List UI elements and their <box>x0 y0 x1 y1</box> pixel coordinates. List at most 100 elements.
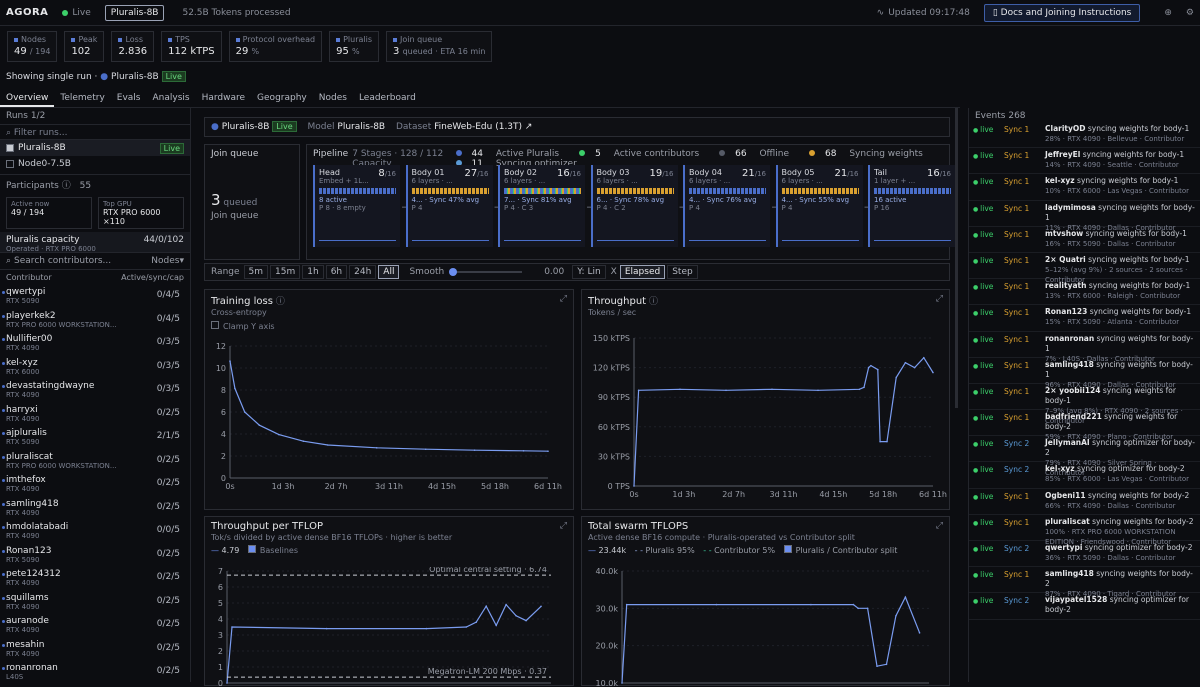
expand-icon[interactable]: ⤢ <box>935 294 943 304</box>
event-row[interactable]: live Sync 2 vijaypatel1528 syncing optimiz… <box>969 593 1200 620</box>
stage-card[interactable]: Body 05 21/16 6 layers · ... 4... · Sync 55… <box>775 165 872 247</box>
run-checkbox[interactable] <box>6 160 14 168</box>
stage-card[interactable]: Body 01 27/16 6 layers · ... 4... · Sync 47… <box>405 165 502 247</box>
contributor-row[interactable]: devastatingdwayne RTX 4090 0/3/5 <box>0 379 190 403</box>
contributor-row[interactable]: ajpluralis RTX 5090 2/1/5 <box>0 426 190 450</box>
event-row[interactable]: live Sync 1 2× yoobii124 syncing weights f… <box>969 384 1200 425</box>
contributor-row[interactable]: playerkek2 RTX PRO 6000 WORKSTATION... 0/4… <box>0 309 190 333</box>
event-row[interactable]: live Sync 1 samling418 syncing weights for… <box>969 358 1200 389</box>
event-row[interactable]: live Sync 1 kel-xyz syncing weights for bo… <box>969 174 1200 201</box>
nodes-select[interactable]: Nodes <box>151 256 180 266</box>
contributor-name: squillams <box>6 592 49 603</box>
run-dot-icon: ● <box>100 72 109 82</box>
tab-leaderboard[interactable]: Leaderboard <box>358 93 416 103</box>
range-15m[interactable]: 15m <box>270 265 301 279</box>
event-row[interactable]: live Sync 1 ladymimosa syncing weights for… <box>969 201 1200 232</box>
stage-card[interactable]: Body 04 21/16 6 layers · ... 4... · Sync 76… <box>683 165 779 247</box>
run-checkbox[interactable] <box>6 144 14 152</box>
docs-button[interactable]: ▯ Docs and Joining Instructions <box>983 3 1141 22</box>
event-row[interactable]: live Sync 1 pluraliscat syncing weights fo… <box>969 515 1200 546</box>
stage-count: 16/16 <box>927 168 951 179</box>
range-1h[interactable]: 1h <box>302 265 324 279</box>
loss-chart[interactable]: 0 2 4 6 8 10 12 0s 1d 3h 2d 7h 3d 11h 4d 15h 5d 18h 6… <box>205 338 573 508</box>
event-row[interactable]: live Sync 2 JellymanAI syncing optimizer f… <box>969 436 1200 477</box>
contributor-row[interactable]: imthefox RTX 4090 0/2/5 <box>0 473 190 497</box>
event-user: mtvshow <box>1045 228 1084 238</box>
event-row[interactable]: live Sync 2 kel-xyz syncing optimizer for … <box>969 462 1200 489</box>
event-row[interactable]: live Sync 1 badfriend221 syncing weights f… <box>969 410 1200 441</box>
contributor-row[interactable]: qwertypi RTX 5090 0/4/5 <box>0 285 190 309</box>
col-contributor[interactable]: Contributor <box>6 273 52 282</box>
col-active[interactable]: Active/sync/cap <box>121 273 184 282</box>
contributor-row[interactable]: Ronan123 RTX 5090 0/2/5 <box>0 544 190 568</box>
tab-nodes[interactable]: Nodes <box>318 93 347 103</box>
contributor-name: pluraliscat <box>6 451 53 462</box>
range-24h[interactable]: 24h <box>349 265 377 279</box>
run-item-node0[interactable]: Node0-7.5B <box>0 156 190 172</box>
pin-icon[interactable]: ⊕ <box>1164 7 1172 18</box>
event-row[interactable]: live Sync 1 Ronan123 syncing weights for b… <box>969 305 1200 332</box>
y-scale-button[interactable]: Y: Lin <box>572 265 606 279</box>
tab-evals[interactable]: Evals <box>116 93 141 103</box>
expand-icon[interactable]: ⤢ <box>559 294 567 304</box>
contributor-row[interactable]: mesahin RTX 4090 0/2/5 <box>0 638 190 662</box>
event-row[interactable]: live Sync 1 mtvshow syncing weights for bo… <box>969 227 1200 253</box>
contributor-row[interactable]: ronanronan L40S 0/2/5 <box>0 661 190 683</box>
contributor-row[interactable]: squillams RTX 4090 0/2/5 <box>0 591 190 615</box>
expand-icon[interactable]: ⤢ <box>559 521 567 531</box>
contributor-row[interactable]: samling418 RTX 4090 0/2/5 <box>0 497 190 521</box>
event-row[interactable]: live Sync 1 samling418 syncing weights for… <box>969 567 1200 598</box>
contributor-row[interactable]: auranode RTX 4090 0/2/5 <box>0 614 190 638</box>
contributor-row[interactable]: kel-xyz RTX 6000 0/3/5 <box>0 356 190 380</box>
tab-analysis[interactable]: Analysis <box>152 93 190 103</box>
clamp-checkbox[interactable] <box>211 321 219 329</box>
tab-overview[interactable]: Overview <box>0 88 55 107</box>
run-selector[interactable]: Pluralis-8B <box>104 4 165 21</box>
range-All[interactable]: All <box>378 265 400 279</box>
event-row[interactable]: live Sync 1 realityath syncing weights for… <box>969 279 1200 306</box>
tab-geography[interactable]: Geography <box>257 93 307 103</box>
range-5m[interactable]: 5m <box>243 265 269 279</box>
event-row[interactable]: live Sync 1 2× Quatri syncing weights for … <box>969 253 1200 284</box>
stage-count-value: 16 <box>557 168 570 179</box>
tflop-chart[interactable]: 0 1 2 3 4 5 6 7 Optimal central setting · 6.74 Me… <box>205 567 573 687</box>
dataset-name[interactable]: FineWeb-Edu (1.3T) ↗ <box>434 122 533 132</box>
event-row[interactable]: live Sync 1 ClarityOD syncing weights for … <box>969 122 1200 149</box>
stage-card[interactable]: Body 03 19/16 6 layers · ... 6... · Sync 78… <box>590 165 687 247</box>
contributor-row[interactable]: Nullifier00 RTX 4090 0/3/5 <box>0 332 190 356</box>
event-row[interactable]: live Sync 1 JeffreyEl syncing weights for … <box>969 148 1200 175</box>
tflop-subtitle: Tok/s divided by active dense BF16 TFLOP… <box>211 533 453 542</box>
filter-runs-input[interactable]: ⌕ Filter runs... <box>0 124 190 140</box>
event-row[interactable]: live Sync 1 Ogbeni11 syncing weights for b… <box>969 489 1200 515</box>
event-row[interactable]: live Sync 2 qwertypi syncing optimizer for… <box>969 541 1200 568</box>
baselines-checkbox[interactable] <box>247 545 256 553</box>
range-6h[interactable]: 6h <box>325 265 348 279</box>
run-item-pluralis[interactable]: Pluralis-8B Live <box>0 140 190 156</box>
x-step-button[interactable]: Step <box>667 265 698 279</box>
contributor-row[interactable]: pete124312 RTX 4090 0/2/5 <box>0 567 190 591</box>
contributor-row[interactable]: pluraliscat RTX PRO 6000 WORKSTATION... 0/… <box>0 450 190 474</box>
tab-telemetry[interactable]: Telemetry <box>60 93 105 103</box>
settings-icon[interactable]: ⚙ <box>1185 7 1194 18</box>
event-action: syncing weights for body-1 <box>1045 202 1195 222</box>
stage-card[interactable]: Tail 16/16 1 layer + ... 16 active P 16 <box>868 165 955 247</box>
stage-card[interactable]: Body 02 16/16 6 layers · ... 7... · Sync 81… <box>498 165 594 247</box>
brand-logo[interactable]: AGORA <box>6 7 49 18</box>
tab-hardware[interactable]: Hardware <box>201 93 246 103</box>
smooth-slider[interactable] <box>449 268 523 276</box>
x-elapsed-button[interactable]: Elapsed <box>619 265 666 279</box>
event-row[interactable]: live Sync 1 ronanronan syncing weights for… <box>969 332 1200 363</box>
stage-status: 4... · Sync 47% avg <box>411 196 480 204</box>
split-checkbox[interactable] <box>783 545 792 553</box>
throughput-chart[interactable]: 0 TPS 30 kTPS 60 kTPS 90 kTPS 120 kTPS 150 kT… <box>582 318 949 508</box>
slider-handle[interactable] <box>449 268 458 276</box>
contributor-search[interactable]: ⌕ Search contributors... Nodes ▾ <box>0 252 190 270</box>
stat-value: 49 / 194 <box>14 46 50 57</box>
stage-card[interactable]: Head 8/16 Embed + 1L... 8 active P 8 · 8 emp… <box>313 165 409 247</box>
data-point <box>904 361 907 364</box>
main-scrollbar[interactable] <box>955 108 958 408</box>
contributor-row[interactable]: harryxi RTX 4090 0/2/5 <box>0 403 190 427</box>
swarm-chart[interactable]: 10.0k 20.0k 30.0k 40.0k <box>582 567 949 687</box>
expand-icon[interactable]: ⤢ <box>935 521 943 531</box>
contributor-row[interactable]: hmdolatabadi RTX 4090 0/0/5 <box>0 520 190 544</box>
